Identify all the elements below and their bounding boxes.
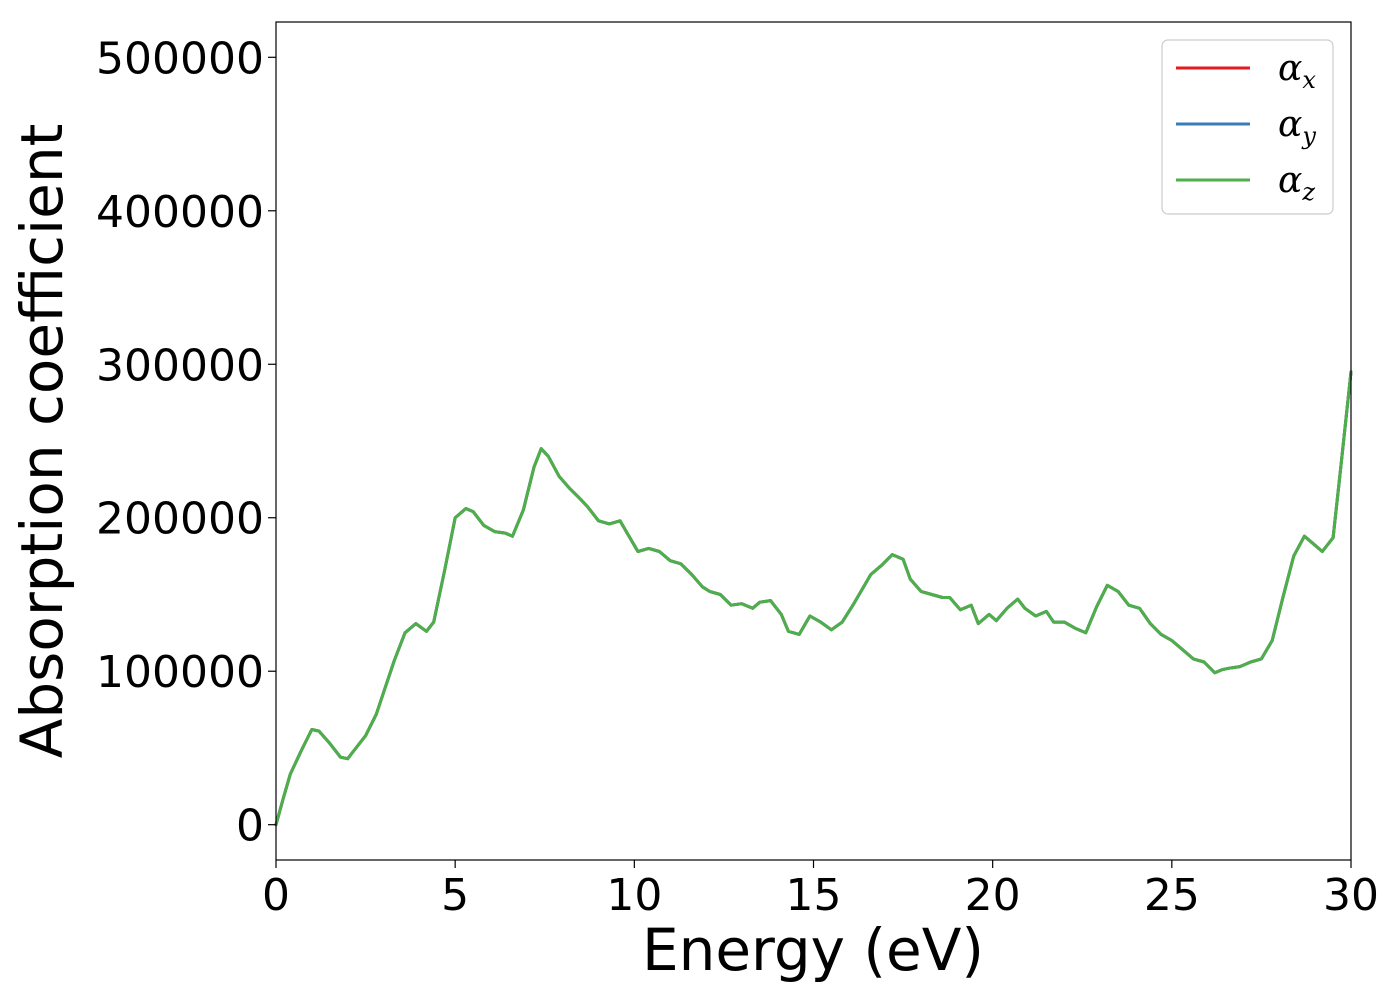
x-tick-label: 10: [606, 870, 662, 921]
legend-label-2: αy: [1278, 104, 1316, 150]
series-layer: [274, 370, 1353, 827]
x-tick-label: 0: [262, 870, 290, 921]
legend-label-1: αx: [1278, 48, 1316, 94]
legend-symbol: α: [1278, 160, 1302, 201]
x-tick-label: 30: [1323, 870, 1379, 921]
y-axis-ticks: 0 100000 200000 300000 400000 500000: [96, 33, 276, 852]
x-tick-label: 5: [441, 870, 469, 921]
y-tick-label: 300000: [96, 340, 264, 391]
legend-box: [1161, 39, 1334, 215]
y-tick-label: 500000: [96, 33, 264, 84]
legend-subscript: x: [1302, 66, 1316, 94]
y-tick-label: 100000: [96, 647, 264, 698]
x-axis-ticks: 0 5 10 15 20 25 30: [262, 860, 1379, 921]
series-line-3: [274, 370, 1353, 827]
legend-symbol: α: [1278, 104, 1302, 145]
x-tick-label: 20: [965, 870, 1021, 921]
x-axis-title: Energy (eV): [642, 916, 984, 984]
x-tick-label: 15: [786, 870, 842, 921]
legend-subscript: z: [1301, 178, 1315, 206]
y-tick-label: 0: [236, 801, 264, 852]
legend-subscript: y: [1301, 122, 1316, 150]
legend-symbol: α: [1278, 48, 1302, 89]
y-tick-label: 200000: [96, 494, 264, 545]
y-tick-label: 400000: [96, 187, 264, 238]
x-tick-label: 25: [1144, 870, 1200, 921]
legend-label-3: αz: [1278, 160, 1315, 206]
y-axis-title: Absorption coefficient: [8, 124, 76, 759]
